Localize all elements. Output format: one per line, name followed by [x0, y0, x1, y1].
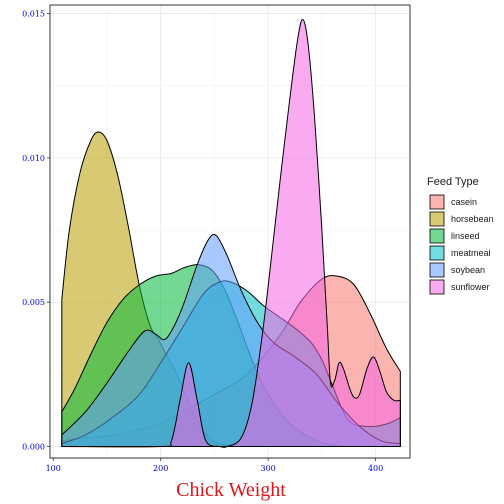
- legend-label-horsebean: horsebean: [451, 214, 494, 224]
- x-axis-ticks: 100 200 300 400: [46, 458, 383, 473]
- legend-label-meatmeal: meatmeal: [451, 248, 491, 258]
- density-areas: [61, 18, 401, 448]
- legend-item-casein: casein: [429, 194, 477, 210]
- legend-key-horsebean: [429, 211, 445, 227]
- x-axis-label: Chick Weight: [176, 479, 286, 501]
- legend-title: Feed Type: [427, 176, 479, 188]
- density-area-sunflower: [61, 18, 401, 448]
- legend-item-linseed: linseed: [429, 228, 480, 244]
- legend-item-soybean: soybean: [429, 262, 485, 278]
- legend-label-sunflower: sunflower: [451, 282, 490, 292]
- legend-item-meatmeal: meatmeal: [429, 245, 491, 261]
- legend-key-casein: [429, 194, 445, 210]
- plot-border: [49, 4, 411, 459]
- legend: Feed Type casein horsebean linseed meatmeal…: [427, 176, 494, 295]
- y-tick-label: 0.005: [22, 298, 45, 307]
- legend-key-linseed: [429, 228, 445, 244]
- legend-label-soybean: soybean: [451, 265, 485, 275]
- legend-item-horsebean: horsebean: [429, 211, 494, 227]
- x-tick-label: 200: [153, 464, 168, 473]
- x-tick-label: 300: [261, 464, 276, 473]
- y-axis-ticks: 0.000 0.005 0.010 0.015: [22, 10, 50, 451]
- legend-label-linseed: linseed: [451, 231, 480, 241]
- legend-key-sunflower: [429, 279, 445, 295]
- legend-key-soybean: [429, 262, 445, 278]
- legend-key-meatmeal: [429, 245, 445, 261]
- y-tick-label: 0.010: [22, 154, 45, 163]
- x-tick-label: 100: [46, 464, 61, 473]
- legend-item-sunflower: sunflower: [429, 279, 490, 295]
- y-tick-label: 0.015: [22, 10, 45, 19]
- x-tick-label: 400: [368, 464, 383, 473]
- legend-label-casein: casein: [451, 197, 477, 207]
- y-tick-label: 0.000: [22, 442, 45, 451]
